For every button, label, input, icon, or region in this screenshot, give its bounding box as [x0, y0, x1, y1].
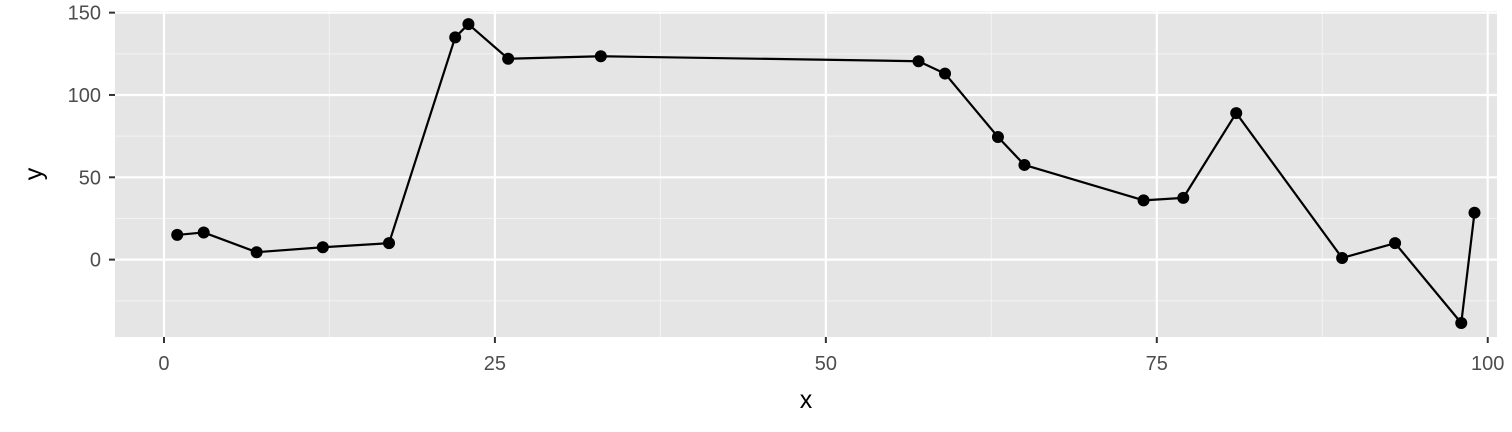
y-axis: 0 50 100 150: [68, 3, 115, 272]
data-point: [1468, 206, 1481, 219]
data-point: [502, 52, 515, 65]
data-point: [1018, 158, 1031, 171]
x-tick-label: 75: [1146, 353, 1168, 375]
major-grid: [115, 11, 1497, 337]
data-point: [912, 55, 925, 68]
y-tick-label: 0: [90, 250, 101, 272]
x-tick-label: 0: [158, 353, 169, 375]
x-tick-label: 50: [815, 353, 837, 375]
panel-background: [115, 11, 1497, 337]
data-point: [991, 130, 1004, 143]
data-point: [1177, 191, 1190, 204]
series-points-group: [171, 18, 1481, 330]
y-tick-label: 50: [79, 167, 101, 189]
data-point: [1137, 194, 1150, 207]
y-axis-title: y: [20, 167, 48, 180]
data-point: [449, 31, 462, 44]
data-point: [316, 241, 329, 254]
x-tick-label: 25: [484, 353, 506, 375]
y-tick-label: 100: [68, 85, 101, 107]
x-axis-title: x: [800, 386, 813, 414]
y-tick-label: 150: [68, 3, 101, 25]
x-axis: 0 25 50 75 100: [158, 337, 1504, 375]
data-point: [197, 226, 210, 239]
data-point: [171, 228, 184, 241]
series-line-group: [177, 23, 1476, 325]
data-point: [1389, 237, 1402, 250]
data-point: [1336, 251, 1349, 264]
x-tick-label: 100: [1471, 353, 1504, 375]
data-point: [1230, 107, 1243, 120]
series-line: [177, 23, 1476, 325]
data-point: [383, 237, 396, 250]
data-point: [594, 50, 607, 63]
minor-grid: [115, 11, 1497, 337]
data-point: [938, 67, 951, 80]
data-point: [250, 246, 263, 259]
data-point: [1455, 317, 1468, 330]
data-point: [462, 18, 475, 31]
